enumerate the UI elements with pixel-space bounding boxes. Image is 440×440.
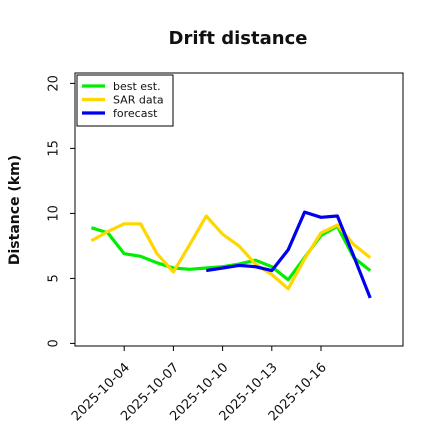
legend-label-best-est-: best est. (113, 80, 161, 93)
series-line-best-est- (90, 224, 372, 282)
y-tick-label-15: 15 (47, 140, 62, 157)
plot-area: 051015202025-10-042025-10-072025-10-1020… (47, 72, 404, 424)
series-line-sar-data (90, 214, 372, 291)
y-tick-label-10: 10 (47, 205, 62, 222)
y-tick-label-20: 20 (47, 75, 62, 92)
legend-label-sar-data: SAR data (113, 94, 164, 107)
y-tick-label-5: 5 (47, 274, 62, 282)
plot-frame (74, 72, 404, 347)
series-line-forecast (205, 210, 372, 299)
legend-label-forecast: forecast (113, 107, 158, 120)
y-axis-label: Distance (km) (7, 155, 23, 265)
chart-title: Drift distance (169, 28, 308, 49)
y-tick-label-0: 0 (47, 339, 62, 347)
